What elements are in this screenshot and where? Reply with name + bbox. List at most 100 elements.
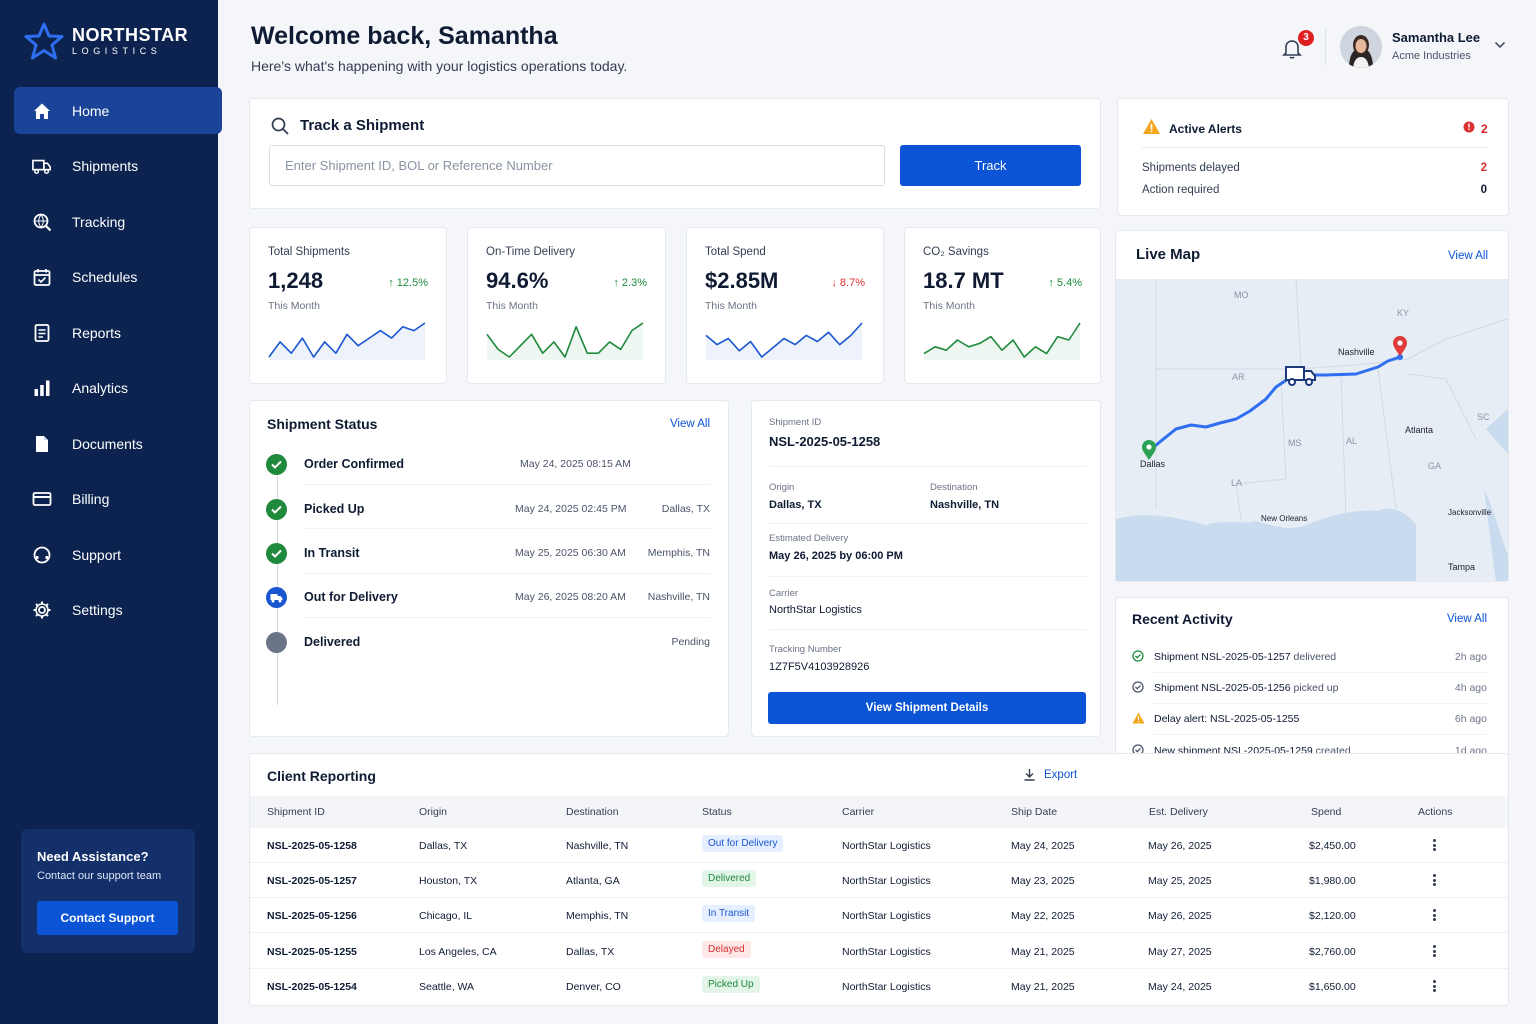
live-map-card: Live Map View All MO KY — [1115, 230, 1509, 582]
table-row[interactable]: NSL-2025-05-1258 Dallas, TX Nashville, T… — [250, 828, 1508, 863]
table-row[interactable]: NSL-2025-05-1256 Chicago, IL Memphis, TN… — [250, 898, 1508, 933]
more-actions-icon[interactable] — [1430, 943, 1438, 959]
cell-shipment-id[interactable]: NSL-2025-05-1255 — [267, 946, 357, 958]
contact-support-button[interactable]: Contact Support — [37, 901, 178, 935]
more-actions-icon[interactable] — [1430, 837, 1438, 853]
kpi-card-on-time-delivery[interactable]: On-Time Delivery 94.6% ↑ 2.3% This Month — [467, 227, 666, 384]
column-header[interactable]: Origin — [419, 806, 448, 818]
map-view-all-link[interactable]: View All — [1447, 250, 1488, 262]
column-header[interactable]: Shipment ID — [267, 806, 325, 818]
report-title: Client Reporting — [267, 768, 376, 784]
detail-label: Estimated Delivery — [769, 533, 849, 544]
column-header[interactable]: Destination — [566, 806, 619, 818]
kpi-delta: ↑ 2.3% — [613, 277, 647, 289]
sidebar-item-billing[interactable]: Billing — [14, 476, 222, 523]
map-canvas[interactable]: MO KY AR SC MS AL GA LA Nashville Atlant… — [1116, 279, 1508, 581]
detail-label: Destination — [930, 482, 978, 493]
more-actions-icon[interactable] — [1430, 978, 1438, 994]
activity-text: Delay alert: NSL-2025-05-1255 — [1154, 713, 1299, 725]
shipment-id: NSL-2025-05-1258 — [769, 434, 881, 449]
sidebar-item-documents[interactable]: Documents — [14, 420, 222, 467]
detail-label: Shipment ID — [769, 417, 822, 428]
truck-icon — [32, 156, 52, 176]
column-header[interactable]: Carrier — [842, 806, 875, 818]
sidebar-item-schedules[interactable]: Schedules — [14, 254, 222, 301]
activity-item[interactable]: Shipment NSL-2025-05-1257 delivered 2h a… — [1132, 648, 1487, 678]
more-actions-icon[interactable] — [1430, 872, 1438, 888]
view-shipment-details-button[interactable]: View Shipment Details — [768, 692, 1086, 724]
kpi-delta: ↑ 12.5% — [388, 277, 428, 289]
step-date: May 26, 2025 08:20 AM — [515, 591, 626, 603]
logo[interactable]: NORTHSTAR LOGISTICS — [24, 22, 188, 60]
sidebar-item-shipments[interactable]: Shipments — [14, 143, 222, 190]
track-button[interactable]: Track — [900, 145, 1081, 186]
sidebar-item-analytics[interactable]: Analytics — [14, 365, 222, 412]
avatar[interactable] — [1340, 26, 1382, 68]
activity-suffix: delivered — [1290, 651, 1337, 663]
destination-pin-icon[interactable] — [1392, 335, 1408, 357]
cell-shipment-id[interactable]: NSL-2025-05-1257 — [267, 875, 357, 887]
cell-shipment-id[interactable]: NSL-2025-05-1256 — [267, 910, 357, 922]
activity-item[interactable]: Shipment NSL-2025-05-1256 picked up 4h a… — [1132, 679, 1487, 709]
shipment-search-input[interactable] — [269, 145, 885, 186]
step-location: Dallas, TX — [661, 503, 710, 515]
column-header[interactable]: Spend — [1311, 806, 1342, 818]
cell-destination: Memphis, TN — [566, 910, 629, 922]
divider — [769, 576, 1087, 577]
cell-ship-date: May 21, 2025 — [1011, 946, 1075, 958]
kpi-card-co2-savings[interactable]: CO₂ Savings 18.7 MT ↑ 5.4% This Month — [904, 227, 1101, 384]
activity-view-all-link[interactable]: View All — [1446, 613, 1487, 625]
cell-shipment-id[interactable]: NSL-2025-05-1258 — [267, 840, 357, 852]
sidebar-item-home[interactable]: Home — [14, 87, 222, 134]
document-icon — [32, 434, 52, 454]
sparkline — [705, 322, 863, 360]
step-date: May 24, 2025 02:45 PM — [515, 503, 627, 515]
kpi-label: Total Shipments — [268, 246, 350, 258]
status-view-all-link[interactable]: View All — [669, 418, 710, 430]
origin-value: Dallas, TX — [769, 499, 822, 511]
kpi-label: On-Time Delivery — [486, 246, 576, 258]
map-state-label: GA — [1428, 461, 1442, 471]
sparkline-area — [269, 323, 425, 360]
origin-pin-icon[interactable] — [1141, 439, 1157, 461]
bell-icon[interactable] — [1280, 36, 1304, 60]
export-button[interactable]: Export — [1023, 768, 1077, 781]
globe-search-icon — [32, 212, 52, 232]
sidebar-item-settings[interactable]: Settings — [14, 587, 222, 634]
column-header: Actions — [1418, 806, 1453, 818]
check-icon — [266, 499, 287, 520]
table-row[interactable]: NSL-2025-05-1255 Los Angeles, CA Dallas,… — [250, 934, 1508, 969]
cell-spend: $2,760.00 — [1309, 946, 1356, 958]
kpi-delta-value: 8.7% — [839, 277, 865, 289]
step-location: Pending — [671, 636, 710, 648]
cell-destination: Nashville, TN — [566, 840, 629, 852]
column-header[interactable]: Status — [702, 806, 732, 818]
column-header[interactable]: Ship Date — [1011, 806, 1058, 818]
table-row[interactable]: NSL-2025-05-1257 Houston, TX Atlanta, GA… — [250, 863, 1508, 898]
cell-shipment-id[interactable]: NSL-2025-05-1254 — [267, 981, 357, 993]
map-state-label: AR — [1232, 372, 1245, 382]
table-row[interactable]: NSL-2025-05-1254 Seattle, WA Denver, CO … — [250, 969, 1508, 1004]
kpi-card-total-spend[interactable]: Total Spend $2.85M ↓ 8.7% This Month — [686, 227, 884, 384]
pending-dot-icon — [266, 632, 287, 653]
truck-icon[interactable] — [1284, 364, 1318, 388]
sidebar-item-support[interactable]: Support — [14, 531, 222, 578]
chevron-down-icon[interactable] — [1494, 40, 1506, 50]
star-logo-icon — [24, 22, 64, 60]
sidebar-item-reports[interactable]: Reports — [14, 309, 222, 356]
cell-est-delivery: May 26, 2025 — [1148, 840, 1212, 852]
shipment-status-card: Shipment Status View All Order Confirmed… — [249, 400, 729, 737]
warning-icon — [1143, 119, 1160, 134]
map-city-label: Jacksonville — [1448, 508, 1492, 517]
user-name[interactable]: Samantha Lee — [1392, 30, 1481, 45]
user-org: Acme Industries — [1392, 50, 1471, 62]
activity-item[interactable]: Delay alert: NSL-2025-05-1255 6h ago — [1132, 710, 1487, 740]
sidebar-item-tracking[interactable]: Tracking — [14, 198, 222, 245]
kpi-label: Total Spend — [705, 246, 766, 258]
divider — [304, 573, 710, 574]
headset-icon — [32, 545, 52, 565]
sparkline-line — [705, 322, 863, 358]
column-header[interactable]: Est. Delivery — [1149, 806, 1208, 818]
kpi-card-total-shipments[interactable]: Total Shipments 1,248 ↑ 12.5% This Month — [249, 227, 447, 384]
more-actions-icon[interactable] — [1430, 907, 1438, 923]
